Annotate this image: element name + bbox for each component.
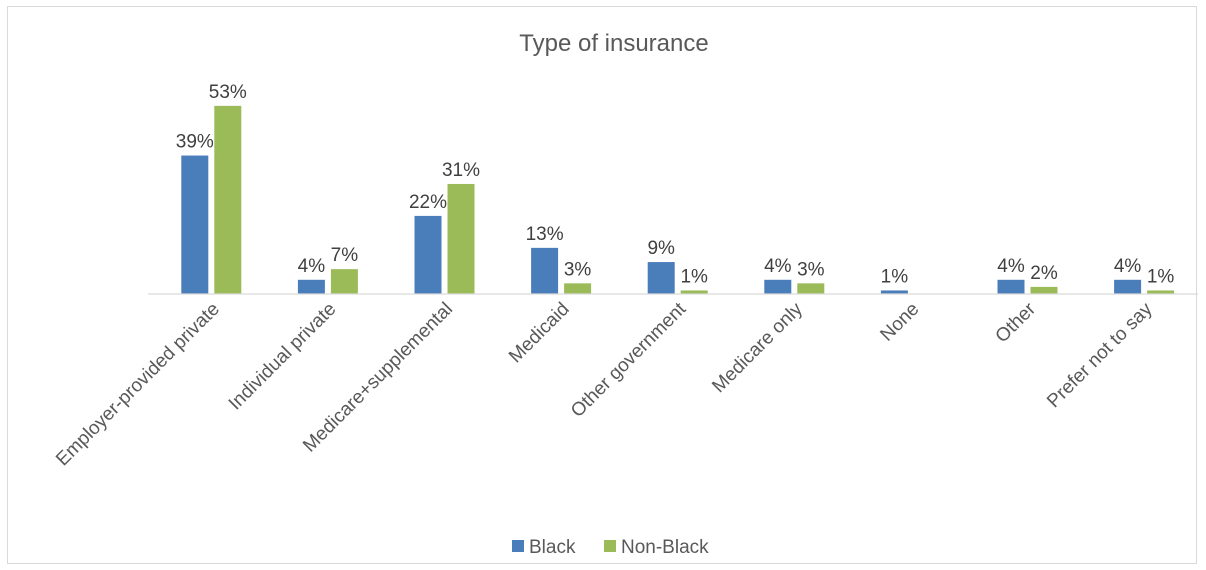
bar-non-black-7 — [1030, 286, 1058, 294]
x-tick-label-3: Medicaid — [505, 299, 574, 368]
data-label-non-black-0: 53% — [209, 82, 247, 103]
bar-non-black-3 — [564, 283, 592, 294]
data-label-non-black-5: 3% — [797, 259, 825, 280]
data-label-black-3: 13% — [526, 224, 564, 245]
bar-black-4 — [647, 262, 675, 294]
x-tick-label-1: Individual private — [225, 299, 341, 415]
data-label-black-8: 4% — [1114, 256, 1142, 277]
bar-chart: Type of insurance 39%53%4%7%22%31%13%3%9… — [52, 30, 1198, 558]
legend-swatch-black — [512, 540, 524, 552]
x-tick-label-5: Medicare only — [708, 298, 807, 397]
data-label-non-black-3: 3% — [564, 259, 592, 280]
bar-black-3 — [531, 247, 559, 294]
data-label-non-black-2: 31% — [442, 160, 480, 181]
bar-non-black-0 — [214, 105, 242, 294]
bar-black-5 — [764, 279, 792, 294]
bar-black-7 — [997, 279, 1025, 294]
x-tick-labels-group: Employer-provided private Individual priv… — [52, 298, 1157, 470]
data-label-black-2: 22% — [409, 192, 447, 213]
data-label-black-0: 39% — [176, 132, 214, 153]
legend-swatch-non-black — [604, 540, 616, 552]
legend-label-black: Black — [529, 537, 576, 558]
x-tick-label-6: None — [876, 299, 923, 346]
bar-black-1 — [297, 279, 325, 294]
bar-black-0 — [181, 155, 209, 294]
bar-non-black-1 — [330, 269, 358, 294]
bar-black-8 — [1114, 279, 1142, 294]
chart-title: Type of insurance — [519, 30, 708, 57]
data-label-black-5: 4% — [764, 256, 792, 277]
legend: Black Non-Black — [512, 537, 709, 558]
data-label-non-black-8: 1% — [1147, 266, 1175, 287]
data-label-black-6: 1% — [881, 266, 909, 287]
data-label-black-1: 4% — [298, 256, 326, 277]
bar-black-2 — [414, 215, 442, 294]
chart-frame: Type of insurance 39% 53% 4% 7% 22% 31% 13% 3% 9… — [7, 6, 1198, 564]
bar-non-black-5 — [797, 283, 825, 294]
bars-group — [181, 105, 1175, 294]
data-labels-group: 39%53%4%7%22%31%13%3%9%1%4% 3% 1%4% 2% 4%1% — [176, 82, 1175, 288]
data-label-black-7: 4% — [997, 256, 1025, 277]
bar-non-black-8 — [1147, 290, 1175, 294]
data-label-non-black-4: 1% — [680, 266, 708, 287]
data-label-black-4: 9% — [647, 238, 675, 259]
bar-non-black-2 — [447, 183, 475, 294]
data-label-non-black-7: 2% — [1030, 263, 1058, 284]
bar-black-6 — [880, 290, 908, 294]
x-tick-label-7: Other — [992, 298, 1041, 347]
bar-non-black-4 — [680, 290, 708, 294]
data-label-non-black-1: 7% — [331, 245, 359, 266]
x-tick-label-0: Employer-provided private — [52, 299, 224, 471]
x-tick-label-4: Other government — [567, 298, 691, 422]
legend-label-non-black: Non-Black — [621, 537, 709, 558]
x-tick-label-8: Prefer not to say — [1043, 298, 1157, 412]
